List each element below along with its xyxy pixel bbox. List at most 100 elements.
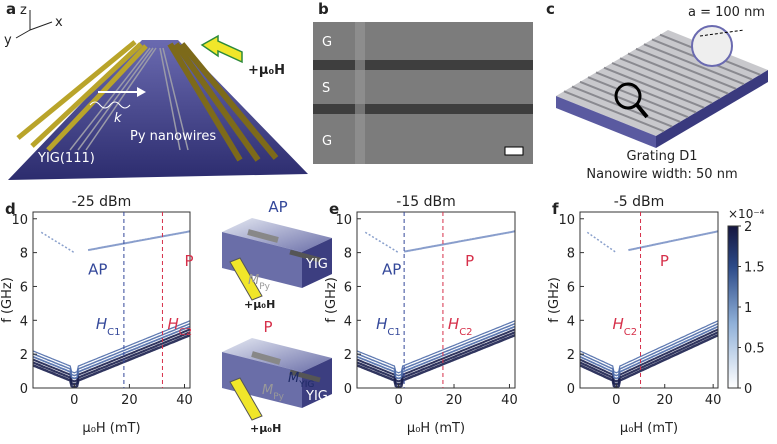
mpy-arrow	[247, 229, 279, 243]
symbol: H	[448, 315, 459, 333]
spectrum-band	[356, 322, 516, 377]
grating-line	[643, 43, 745, 86]
yig-label: YIG	[305, 389, 328, 404]
spectrum-band	[32, 325, 191, 380]
grating-line	[603, 66, 705, 109]
y-tick-label: 8	[344, 247, 352, 262]
y-tick-label: 6	[20, 280, 28, 295]
x-tick-label: 0	[394, 393, 402, 408]
y-tick-label: 2	[20, 348, 28, 363]
symbol: H	[613, 315, 624, 333]
axis-x: x	[55, 15, 63, 30]
spectrum-band	[579, 323, 719, 377]
spectrum-band	[586, 231, 617, 254]
panel-label: f	[552, 200, 559, 218]
y-label: f (GHz)	[0, 277, 15, 323]
spectrum-band	[364, 231, 399, 254]
y-tick-label: 0	[344, 382, 352, 397]
y-tick-label: 6	[567, 280, 575, 295]
substrate-label: YIG(111)	[37, 151, 95, 166]
field-arrow	[229, 257, 263, 301]
spectrum-band	[32, 328, 191, 383]
panel-c: c a = 100 nm Grating D1 Nanowire width: …	[546, 0, 768, 182]
yig-slab	[302, 358, 332, 408]
y-label: f (GHz)	[547, 277, 562, 323]
subscript: Py	[259, 282, 270, 292]
scale-bar	[504, 146, 524, 156]
panel-label: e	[329, 200, 339, 218]
wire-width: Nanowire width: 50 nm	[586, 167, 737, 182]
colorbar: 0 0.5 1 1.5 2×10⁻⁴	[727, 207, 765, 397]
electrode-label: S	[322, 81, 330, 96]
symbol: M	[262, 383, 273, 398]
y-tick-label: 0	[20, 382, 28, 397]
subscript: Py	[273, 392, 284, 402]
axes-frame	[579, 211, 719, 389]
field-label: HC1	[376, 315, 401, 338]
y-tick-label: 8	[20, 247, 28, 262]
panel-label: d	[5, 200, 16, 218]
plot-title: -5 dBm	[614, 194, 665, 210]
wires	[355, 22, 365, 164]
grating-line	[611, 62, 713, 104]
grating-line	[579, 80, 681, 123]
field-label: HC1	[96, 315, 121, 338]
field-arrow	[200, 34, 243, 64]
colorbar-tick-label: 1.5	[744, 261, 765, 276]
k-label: k	[114, 111, 122, 126]
spectrum-band	[32, 331, 191, 386]
x-label: μ₀H (mT)	[407, 421, 465, 436]
y-tick-label: 4	[20, 314, 28, 329]
y-tick-label: 4	[344, 314, 352, 329]
x-tick-label: 20	[446, 393, 463, 408]
symbol: H	[376, 315, 387, 333]
grating-line	[563, 90, 665, 133]
x-tick-label: 0	[612, 393, 620, 408]
y-tick-label: 4	[567, 314, 575, 329]
spectrum-band	[32, 322, 191, 377]
symbol: M	[248, 273, 259, 288]
field-label: HC2	[613, 315, 638, 338]
field-label: +μ₀H	[244, 298, 275, 311]
period-label: a = 100 nm	[688, 5, 765, 20]
spectrum-band	[356, 334, 516, 389]
colorbar-tick-label: 1	[744, 301, 752, 316]
phase-label: P	[184, 252, 193, 270]
grating-line	[635, 47, 737, 90]
colorbar-scale	[727, 225, 739, 389]
spectrum-band	[32, 320, 191, 374]
x-tick-label: 40	[705, 393, 722, 408]
slab-side	[556, 96, 656, 148]
symbol: H	[96, 315, 107, 333]
symbol: H	[167, 315, 178, 333]
bilayer	[222, 338, 332, 372]
panel-b: b G S G	[313, 0, 533, 164]
grating-line	[619, 57, 721, 100]
cpw2	[167, 42, 279, 162]
spectrum-band	[356, 331, 516, 386]
subscript: C2	[459, 326, 472, 337]
axes-frame	[356, 211, 516, 389]
yig-label: YIG	[305, 257, 328, 272]
y-tick-label: 8	[567, 247, 575, 262]
spectrum-band	[579, 334, 719, 389]
spectrum-band	[356, 325, 516, 380]
colorbar-tick-label: 0	[744, 382, 752, 397]
spectrum-band	[356, 328, 516, 383]
y-label: f (GHz)	[324, 277, 339, 323]
spectrum-band	[628, 230, 719, 252]
x-tick-label: 40	[501, 393, 518, 408]
x-tick-label: 20	[656, 393, 673, 408]
axis-y: y	[4, 33, 12, 48]
cpw1	[16, 40, 148, 152]
colorbar-multiplier: ×10⁻⁴	[728, 207, 765, 221]
spectrum-band	[403, 230, 516, 253]
mpy-label: MPy	[248, 273, 271, 292]
subscript: C2	[624, 326, 637, 337]
x-tick-label: 0	[70, 393, 78, 408]
myig-arrow	[289, 249, 321, 263]
phase-label: P	[660, 252, 669, 270]
